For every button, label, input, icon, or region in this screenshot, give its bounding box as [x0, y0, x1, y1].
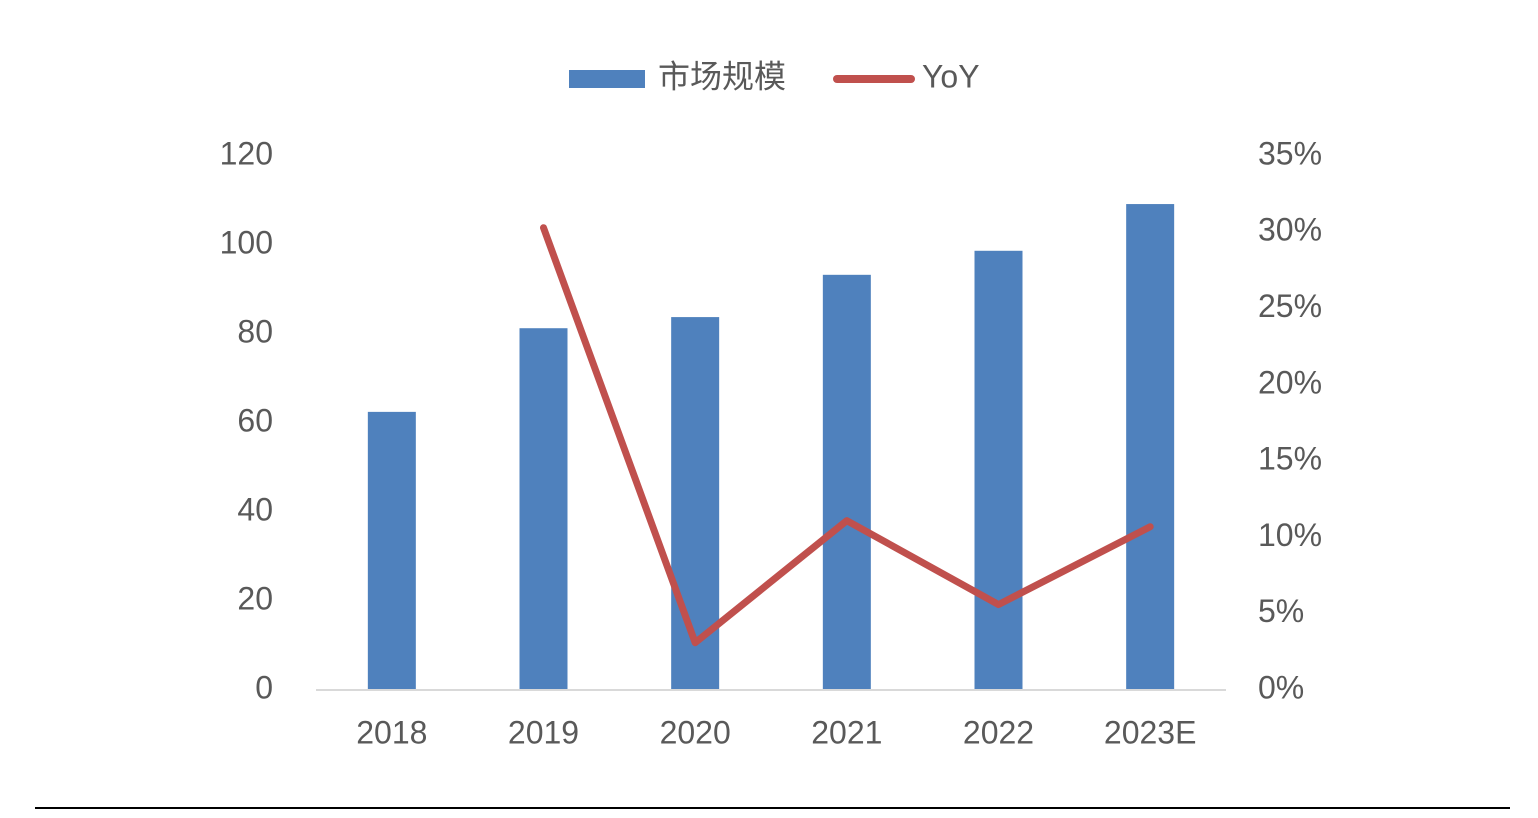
x-tick-label: 2022 [963, 714, 1034, 750]
x-tick-label: 2018 [356, 714, 427, 750]
x-tick-label: 2023E [1104, 714, 1197, 750]
bar [1126, 204, 1175, 690]
x-tick-label: 2020 [660, 714, 731, 750]
y-tick-label: 40 [237, 491, 273, 527]
y2-tick-label: 0% [1258, 669, 1304, 705]
y2-tick-label: 25% [1258, 288, 1322, 324]
line [540, 224, 1154, 647]
bar [519, 328, 568, 690]
legend-label: 市场规模 [658, 58, 786, 94]
legend-swatch [569, 70, 645, 88]
y-tick-label: 120 [220, 135, 273, 171]
bar [974, 250, 1023, 690]
bar [367, 411, 416, 690]
y-tick-label: 0 [255, 669, 273, 705]
y2-tick-label: 20% [1258, 364, 1322, 400]
legend-label: YoY [922, 58, 980, 94]
y2-tick-label: 30% [1258, 212, 1322, 248]
y2-tick-label: 10% [1258, 517, 1322, 553]
y-tick-label: 20 [237, 580, 273, 616]
y2-tick-label: 15% [1258, 441, 1322, 477]
y-tick-label: 60 [237, 402, 273, 438]
y-tick-label: 80 [237, 313, 273, 349]
y2-tick-label: 35% [1258, 135, 1322, 171]
x-tick-label: 2021 [811, 714, 882, 750]
x-tick-label: 2019 [508, 714, 579, 750]
y2-tick-label: 5% [1258, 593, 1304, 629]
y-tick-label: 100 [220, 224, 273, 260]
bar [822, 274, 871, 690]
